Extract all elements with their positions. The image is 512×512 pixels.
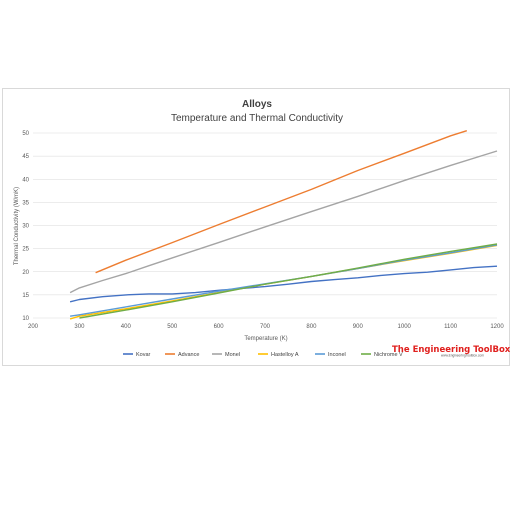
x-tick-label: 1200 (490, 324, 504, 330)
y-tick-label: 15 (22, 293, 29, 299)
y-tick-label: 50 (22, 131, 29, 137)
x-tick-label: 1000 (398, 324, 412, 330)
brand-name: The Engineering ToolBox (392, 345, 511, 355)
x-axis-label: Temperature (K) (244, 336, 287, 342)
x-tick-label: 300 (74, 324, 85, 330)
x-tick-label: 700 (260, 324, 271, 330)
legend-label: Hastelloy A (271, 352, 299, 358)
legend-item: Advance (165, 352, 199, 358)
y-tick-label: 40 (22, 177, 29, 183)
series-line-monel (69, 150, 498, 294)
legend-item: Monel (212, 352, 240, 358)
legend-label: Kovar (136, 352, 151, 358)
legend-label: Inconel (328, 352, 346, 358)
x-tick-label: 400 (121, 324, 132, 330)
series-line-advance (95, 130, 468, 274)
x-tick-label: 200 (28, 324, 39, 330)
series-lines (69, 130, 498, 320)
chart-title: Alloys (242, 99, 272, 110)
legend-label: Monel (225, 352, 240, 358)
y-axis-label: Thermal Conductivity (W/mK) (14, 187, 20, 265)
grid-lines (33, 132, 497, 319)
chart-card: Alloys Temperature and Thermal Conductiv… (2, 88, 511, 366)
chart-subtitle: Temperature and Thermal Conductivity (171, 113, 343, 124)
legend-item: Hastelloy A (258, 352, 299, 358)
series-line-kovar (69, 265, 498, 303)
x-tick-label: 600 (214, 324, 225, 330)
y-tick-label: 10 (22, 316, 29, 322)
brand-url: www.EngineeringToolBox.com (441, 354, 484, 358)
legend-label: Advance (178, 352, 199, 358)
x-tick-label: 800 (306, 324, 317, 330)
x-tick-labels: 200 300 400 500 600 700 800 900 1000 1100 1200 (28, 324, 504, 330)
y-tick-label: 30 (22, 224, 29, 230)
legend: Kovar Advance Monel Hastelloy A Inconel Nichr… (123, 352, 403, 358)
legend-label: Nichrome V (374, 352, 403, 358)
y-tick-label: 25 (22, 247, 29, 253)
y-tick-label: 20 (22, 270, 29, 276)
x-tick-label: 1100 (444, 324, 458, 330)
y-tick-label: 35 (22, 200, 29, 206)
x-tick-label: 500 (167, 324, 178, 330)
legend-item: Kovar (123, 352, 151, 358)
series-line-nichrome-v (79, 243, 498, 319)
y-tick-labels: 10 15 20 25 30 35 40 45 50 (22, 131, 29, 322)
x-tick-label: 900 (353, 324, 364, 330)
y-tick-label: 45 (22, 154, 29, 160)
chart-svg: Alloys Temperature and Thermal Conductiv… (14, 99, 511, 358)
legend-item: Inconel (315, 352, 346, 358)
legend-item: Nichrome V (361, 352, 403, 358)
